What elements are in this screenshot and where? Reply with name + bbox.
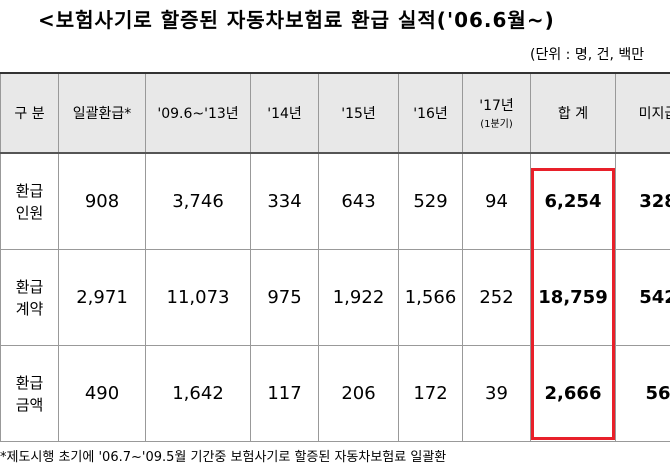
text-line: '14년 — [267, 106, 302, 122]
cell: 328 — [615, 152, 670, 250]
cell: 56 — [615, 345, 670, 442]
cell: 908 — [58, 152, 146, 250]
cell: 172 — [398, 345, 463, 442]
unit-note: (단위 : 명, 건, 백만 — [530, 47, 645, 63]
title: <보험사기로 할증된 자동차보험료 환급 실적('06.6월~) — [38, 8, 555, 32]
cell: 3,746 — [145, 152, 251, 250]
header-cell: '16년 — [398, 72, 463, 154]
data-row: 환급 금액 490 1,642 117 206 172 39 2,666 56 — [0, 345, 670, 442]
text-line: '15년 — [341, 106, 376, 122]
text-line: 계약 — [15, 299, 44, 318]
cell: 39 — [462, 345, 531, 442]
text-line: '16년 — [413, 106, 448, 122]
cell: 542 — [615, 249, 670, 346]
text-line: 구 분 — [14, 106, 45, 122]
header-cell: 일괄환급* — [58, 72, 146, 154]
text-line: 미지급 — [638, 106, 670, 122]
header-cell: '09.6~'13년 — [145, 72, 251, 154]
header-row: 구 분 일괄환급* '09.6~'13년 '14년 '15년 '16년 '17년 (1분기) 합… — [0, 72, 670, 154]
cell: 94 — [462, 152, 531, 250]
cell: 18,759 — [530, 249, 616, 346]
header-cell: 미지급 — [615, 72, 670, 154]
cell: 1,922 — [318, 249, 399, 346]
text-line: 환급 — [15, 277, 44, 296]
text-line: 금액 — [15, 395, 44, 414]
cell: 2,666 — [530, 345, 616, 442]
cell: 529 — [398, 152, 463, 250]
header-cell: 구 분 — [0, 72, 59, 154]
cell: 252 — [462, 249, 531, 346]
text-line: '17년 — [479, 98, 514, 114]
cell: 334 — [250, 152, 319, 250]
text-line: 일괄환급* — [72, 106, 132, 122]
table: 구 분 일괄환급* '09.6~'13년 '14년 '15년 '16년 '17년 (1분기) 합… — [0, 72, 670, 442]
cell: 6,254 — [530, 152, 616, 250]
text-line: 인원 — [15, 203, 44, 222]
header-cell: '17년 (1분기) — [462, 72, 531, 154]
footnote: *제도시행 초기에 '06.7~'09.5월 기간중 보험사기로 할증된 자동차… — [0, 450, 447, 465]
text-line: (1분기) — [480, 119, 513, 130]
cell: 490 — [58, 345, 146, 442]
header-cell: '15년 — [318, 72, 399, 154]
cell: 1,642 — [145, 345, 251, 442]
text-line: 환급 — [15, 181, 44, 200]
cell: 975 — [250, 249, 319, 346]
cell: 11,073 — [145, 249, 251, 346]
header-cell: '14년 — [250, 72, 319, 154]
cell: 2,971 — [58, 249, 146, 346]
text-line: 합 계 — [557, 106, 589, 122]
cell: 117 — [250, 345, 319, 442]
text-line: '09.6~'13년 — [157, 106, 239, 122]
cell: 1,566 — [398, 249, 463, 346]
cell: 643 — [318, 152, 399, 250]
header-cell: 합 계 — [530, 72, 616, 154]
text-line: 환급 — [15, 373, 44, 392]
cell: 206 — [318, 345, 399, 442]
